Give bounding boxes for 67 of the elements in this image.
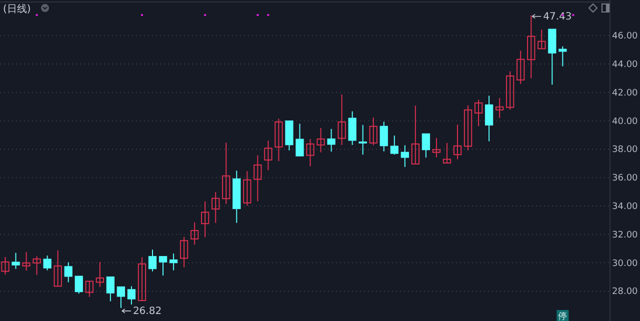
candlestick	[12, 252, 20, 270]
candlestick	[190, 222, 199, 246]
candlestick	[54, 250, 62, 287]
candlestick	[506, 70, 514, 110]
annotation: 47.43	[543, 11, 572, 22]
candlestick	[64, 262, 72, 283]
candlestick	[453, 124, 462, 160]
candlestick	[327, 128, 336, 152]
candlestick	[1, 256, 10, 276]
candlestick	[201, 200, 210, 238]
candlestick	[32, 256, 41, 276]
candlestick	[390, 135, 398, 156]
candlestick	[243, 170, 252, 206]
y-tick-label: 36.00	[612, 174, 638, 184]
candlestick	[369, 117, 378, 146]
candlestick	[516, 50, 525, 84]
candlestick	[74, 276, 83, 294]
y-tick-label: 32.00	[612, 230, 638, 240]
candlestick	[274, 118, 283, 162]
candlestick	[285, 120, 294, 151]
candlestick	[222, 142, 230, 204]
candlestick	[306, 138, 314, 167]
candlestick	[474, 99, 483, 127]
candlestick	[464, 104, 472, 151]
candlestick	[43, 255, 52, 271]
y-tick-label: 34.00	[612, 202, 638, 212]
y-tick-label: 38.00	[612, 145, 638, 156]
candlestick	[148, 249, 157, 272]
y-tick-label: 44.00	[612, 60, 638, 70]
candlestick	[432, 138, 441, 158]
candlestick	[348, 110, 356, 146]
candlestick	[169, 253, 178, 271]
candlestick	[116, 286, 126, 308]
candlestick	[484, 95, 494, 142]
candlestick	[358, 124, 367, 156]
y-tick-label: 28.00	[612, 287, 638, 298]
candlestick	[180, 236, 188, 268]
candlestick	[264, 140, 272, 171]
candlestick	[96, 261, 104, 288]
y-tick-label: 40.00	[612, 116, 638, 127]
candlestick	[316, 127, 325, 153]
candlestick	[158, 256, 168, 276]
candlestick	[127, 286, 136, 306]
y-tick-label: 46.00	[612, 32, 638, 42]
candlestick	[538, 29, 546, 50]
candlestick	[254, 154, 262, 202]
candlestick	[527, 14, 536, 79]
candlestick	[548, 28, 556, 86]
candlestick	[400, 144, 409, 168]
y-tick-label: 42.00	[612, 88, 638, 98]
candlestick	[296, 123, 304, 156]
candlestick	[85, 280, 94, 298]
candlestick	[422, 133, 430, 158]
candlestick	[442, 142, 452, 164]
candlestick	[558, 46, 567, 67]
candlestick	[106, 276, 115, 302]
candlestick	[138, 256, 146, 302]
candlestick	[380, 121, 388, 152]
candlestick	[495, 97, 504, 118]
y-tick-label: 30.00	[612, 258, 638, 269]
annotation: 停	[558, 311, 568, 321]
candlestick	[212, 191, 220, 224]
candlestick	[338, 94, 346, 146]
chart-title: (日线)	[3, 3, 31, 15]
candlestick	[411, 105, 420, 164]
annotation: 26.82	[132, 306, 162, 317]
candlestick	[22, 251, 30, 272]
